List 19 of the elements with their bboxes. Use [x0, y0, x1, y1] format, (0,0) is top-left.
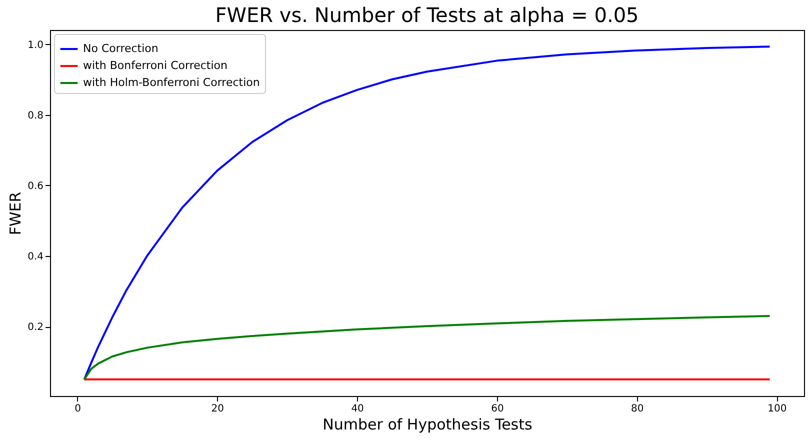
x-tick-label: 20 — [211, 404, 224, 414]
x-tick-label: 80 — [630, 404, 644, 414]
chart-title: FWER vs. Number of Tests at alpha = 0.05 — [215, 3, 639, 27]
y-tick-label: 0.4 — [28, 252, 44, 263]
y-tick-label: 0.8 — [28, 110, 44, 122]
y-tick-label: 0.6 — [28, 180, 44, 192]
x-tick-label: 0 — [74, 404, 81, 414]
y-tick-label: 1.0 — [28, 40, 44, 51]
legend-label: No Correction — [83, 42, 158, 55]
y-axis-title: FWER — [6, 192, 25, 236]
x-axis-title: Number of Hypothesis Tests — [322, 416, 532, 434]
legend-label: with Bonferroni Correction — [83, 59, 228, 72]
x-tick-label: 100 — [768, 404, 787, 414]
legend-label: with Holm-Bonferroni Correction — [83, 76, 260, 89]
x-tick-label: 40 — [351, 404, 364, 414]
line-series — [83, 314, 771, 380]
x-tick-label: 60 — [491, 404, 504, 414]
line-series — [83, 46, 771, 380]
y-tick-label: 0.2 — [28, 322, 44, 334]
